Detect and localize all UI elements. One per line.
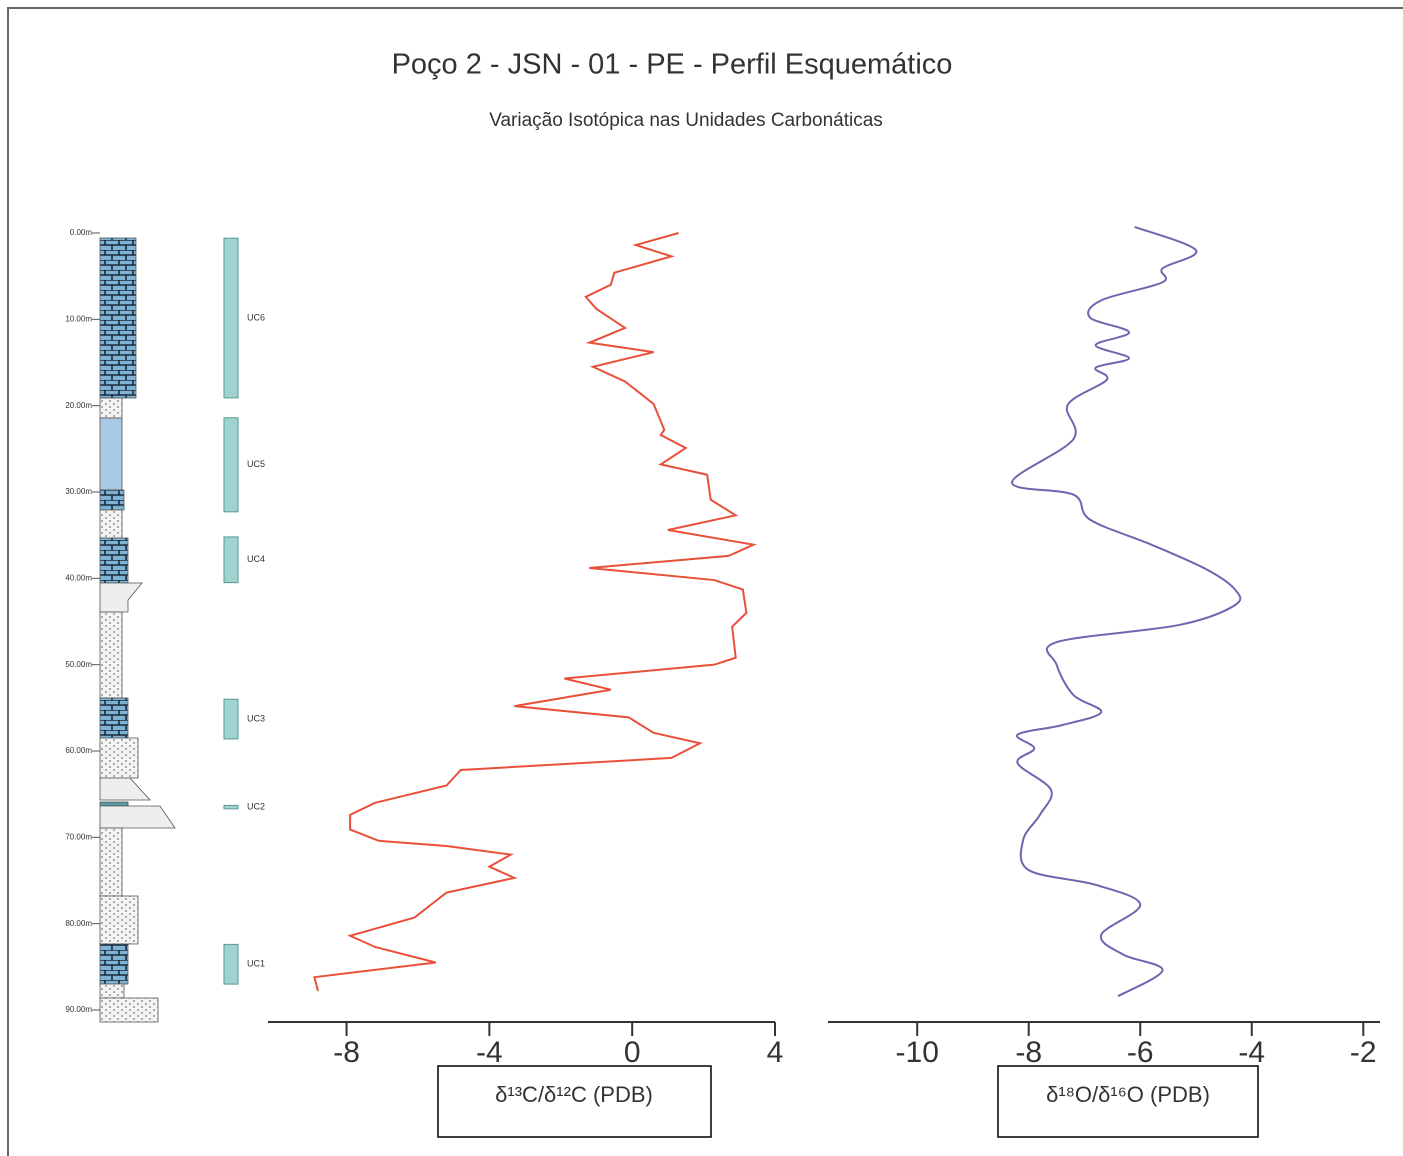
frame <box>7 7 1403 1156</box>
x-tick-label: -2 <box>1350 1036 1377 1069</box>
unit-label: UC3 <box>247 713 265 723</box>
lithology-column <box>99 237 176 1023</box>
x-axis-label: δ¹⁸O/δ¹⁶O (PDB) <box>1046 1082 1210 1107</box>
x-tick-label: -8 <box>333 1036 360 1069</box>
x-tick-label: -4 <box>1238 1036 1265 1069</box>
depth-tick-label: 90.00m <box>65 1005 92 1014</box>
unit-bar <box>223 237 239 399</box>
unit-bar <box>223 417 239 513</box>
unit-label: UC1 <box>247 959 265 969</box>
unit-label: UC4 <box>247 554 265 564</box>
depth-tick-label: 10.00m <box>65 314 92 323</box>
unit-bar <box>223 536 239 584</box>
title: Poço 2 - JSN - 01 - PE - Perfil Esquemát… <box>392 49 953 81</box>
depth-tick-label: 60.00m <box>65 746 92 755</box>
unit-bar <box>223 943 239 985</box>
xlabel-box <box>997 1065 1259 1138</box>
xlabel-box <box>437 1065 712 1138</box>
unit-label: UC5 <box>247 459 265 469</box>
isotope-line <box>313 232 757 992</box>
x-tick-label: -4 <box>476 1036 503 1069</box>
depth-tick-label: 30.00m <box>65 487 92 496</box>
x-tick-label: -6 <box>1127 1036 1154 1069</box>
unit-label: UC6 <box>247 312 265 322</box>
depth-tick-label: 50.00m <box>65 660 92 669</box>
depth-tick-label: 0.00m <box>70 228 93 237</box>
unit-bar <box>223 698 239 740</box>
unit-label: UC2 <box>247 801 265 811</box>
depth-tick-label: 20.00m <box>65 401 92 410</box>
x-axis-label: δ¹³C/δ¹²C (PDB) <box>495 1082 653 1107</box>
depth-tick-label: 40.00m <box>65 573 92 582</box>
isotope-line <box>1010 226 1242 998</box>
subtitle: Variação Isotópica nas Unidades Carbonát… <box>489 110 883 131</box>
depth-tick-label: 70.00m <box>65 832 92 841</box>
x-tick-label: -8 <box>1015 1036 1042 1069</box>
unit-bar <box>223 804 239 810</box>
x-tick-label: 0 <box>624 1036 641 1069</box>
x-tick-label: 4 <box>767 1036 784 1069</box>
depth-tick-label: 80.00m <box>65 919 92 928</box>
x-tick-label: -10 <box>896 1036 939 1069</box>
